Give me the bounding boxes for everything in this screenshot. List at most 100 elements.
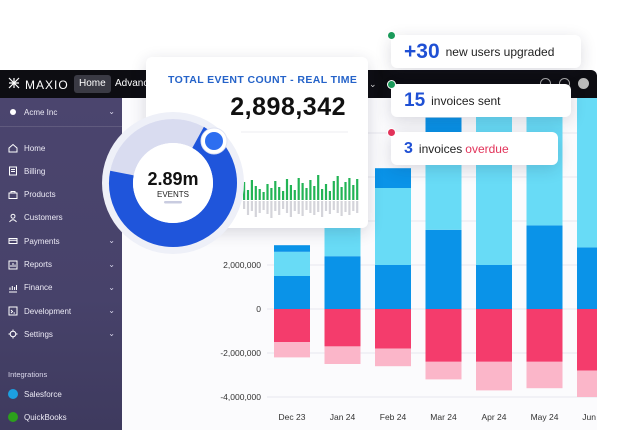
- bar-segment[interactable]: [274, 276, 310, 309]
- bar-segment[interactable]: [476, 309, 512, 362]
- event-count-value: 2,898,342: [230, 93, 346, 121]
- bar-segment[interactable]: [577, 80, 613, 248]
- org-switcher[interactable]: Acme Inc ⌄: [0, 102, 122, 122]
- status-dot: [387, 31, 396, 40]
- bar-segment[interactable]: [476, 89, 512, 265]
- donut-center: [133, 143, 213, 223]
- bar-segment[interactable]: [375, 348, 411, 367]
- bar-segment[interactable]: [425, 117, 462, 133]
- spark-bar-gray: [305, 201, 308, 210]
- spark-bar-gray: [301, 201, 304, 216]
- notification-invoices-overdue[interactable]: 3 invoices overdue: [387, 128, 558, 165]
- bar-segment[interactable]: [526, 309, 563, 362]
- spark-bar-gray: [348, 201, 351, 215]
- nav-advanced[interactable]: Advanc: [115, 78, 149, 89]
- payments-icon: [8, 236, 18, 246]
- spark-bar-green: [297, 178, 300, 200]
- sidebar-item-development[interactable]: Development ⌄: [0, 301, 122, 321]
- integration-salesforce[interactable]: Salesforce: [0, 384, 122, 404]
- donut-knob-inner: [205, 132, 223, 150]
- chevron-down-icon[interactable]: ⌄: [369, 79, 377, 89]
- bar-segment[interactable]: [476, 265, 512, 309]
- bar-segment[interactable]: [324, 256, 361, 309]
- bar-segment[interactable]: [526, 225, 563, 309]
- spark-bar-gray: [344, 201, 347, 212]
- spark-bar-gray: [266, 201, 269, 214]
- events-donut: 2.89m EVENTS: [98, 108, 248, 258]
- sidebar-item-label: Settings: [24, 329, 53, 339]
- spark-bar-green: [321, 189, 324, 200]
- spark-bar-green: [317, 175, 320, 200]
- sidebar-item-customers[interactable]: Customers: [0, 208, 122, 228]
- org-icon: [8, 107, 18, 117]
- notification-users-upgraded[interactable]: +30 new users upgraded: [387, 31, 581, 68]
- x-tick-label: Jan 24: [330, 412, 356, 422]
- sidebar-item-settings[interactable]: Settings ⌄: [0, 324, 122, 344]
- bar-segment[interactable]: [425, 309, 462, 362]
- sidebar-item-billing[interactable]: Billing: [0, 161, 122, 181]
- sidebar-divider: [0, 126, 122, 127]
- y-tick-label: 2,000,000: [223, 260, 261, 270]
- bar-segment[interactable]: [577, 309, 613, 371]
- bar-segment[interactable]: [324, 309, 361, 347]
- spark-bar-green: [243, 182, 246, 200]
- bar-segment[interactable]: [375, 188, 411, 265]
- spark-bar-gray: [356, 201, 359, 213]
- sidebar-item-label: Products: [24, 190, 56, 200]
- sidebar-item-home[interactable]: Home: [0, 138, 122, 158]
- brand-name: MAXIO: [25, 77, 69, 92]
- bar-segment[interactable]: [577, 247, 613, 309]
- spark-bar-gray: [324, 201, 328, 211]
- spark-bar-green: [309, 180, 312, 200]
- x-tick-label: Apr 24: [481, 412, 506, 422]
- y-tick-label: -2,000,000: [220, 348, 261, 358]
- bar-segment[interactable]: [274, 251, 310, 276]
- notification-invoices-sent[interactable]: 15 invoices sent: [387, 80, 571, 117]
- chevron-down-icon: ⌄: [108, 259, 115, 269]
- donut-value: 2.89m: [147, 169, 198, 189]
- chevron-down-icon: ⌄: [108, 306, 115, 316]
- bar-segment[interactable]: [375, 168, 411, 188]
- spark-bar-green: [340, 187, 343, 200]
- settings-icon: [8, 329, 18, 339]
- spark-bar-gray: [297, 201, 300, 214]
- bar-segment[interactable]: [577, 370, 613, 397]
- spark-bar-gray: [254, 201, 257, 217]
- status-dot: [387, 80, 396, 89]
- x-tick-label: Jun 24: [582, 412, 597, 422]
- spark-bar-gray: [340, 201, 343, 216]
- spark-bar-gray: [258, 201, 261, 213]
- x-tick-label: May 24: [531, 412, 559, 422]
- bar-segment[interactable]: [274, 309, 310, 342]
- bar-segment[interactable]: [526, 361, 563, 389]
- bar-segment[interactable]: [324, 346, 361, 364]
- bar-segment[interactable]: [425, 229, 462, 309]
- customers-icon: [8, 213, 18, 223]
- bar-segment[interactable]: [274, 342, 310, 358]
- bar-segment[interactable]: [375, 265, 411, 309]
- event-count-title: TOTAL EVENT COUNT - REAL TIME: [168, 74, 358, 86]
- spark-bar-green: [285, 179, 289, 200]
- nav-home[interactable]: Home: [74, 75, 111, 93]
- y-tick-label: -4,000,000: [220, 392, 261, 402]
- sidebar-item-products[interactable]: Products: [0, 185, 122, 205]
- sidebar-item-payments[interactable]: Payments ⌄: [0, 231, 122, 251]
- bar-segment[interactable]: [476, 361, 512, 391]
- bar-segment[interactable]: [274, 245, 310, 252]
- sidebar-item-reports[interactable]: Reports ⌄: [0, 255, 122, 275]
- spark-bar-green: [313, 186, 316, 200]
- bar-segment[interactable]: [425, 361, 462, 380]
- brand-logo[interactable]: MAXIO: [8, 77, 69, 92]
- sidebar-item-finance[interactable]: Finance ⌄: [0, 278, 122, 298]
- sidebar-item-label: Customers: [24, 213, 63, 223]
- sidebar-item-label: Home: [24, 143, 46, 153]
- chevron-down-icon: ⌄: [108, 236, 115, 246]
- spark-bar-green: [246, 190, 250, 200]
- profile-icon[interactable]: [578, 78, 589, 89]
- spark-bar-gray: [352, 201, 355, 211]
- bar-segment[interactable]: [375, 309, 411, 349]
- integration-quickbooks[interactable]: QuickBooks: [0, 407, 122, 427]
- integrations-heading: Integrations: [8, 370, 48, 379]
- notification-count: +30: [404, 39, 440, 63]
